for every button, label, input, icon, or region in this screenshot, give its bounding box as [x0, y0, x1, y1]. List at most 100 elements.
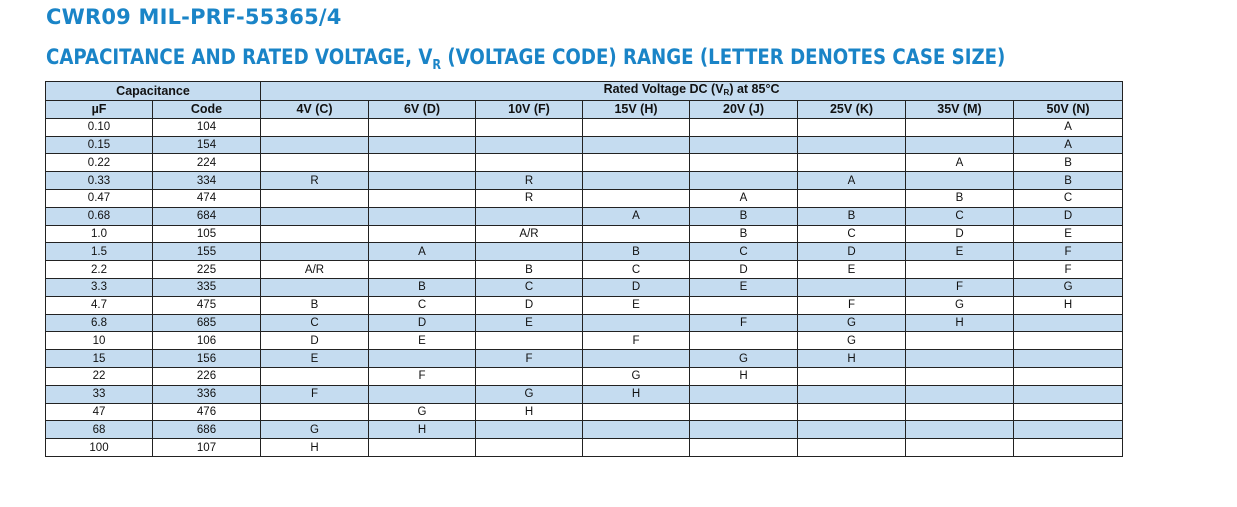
- cell-case-size: [582, 224, 690, 244]
- rated-voltage-part-2: ) at 85°C: [729, 82, 780, 97]
- cell-capacitance-code: 104: [152, 117, 261, 137]
- cell-case-size: B: [368, 277, 476, 297]
- cell-case-size: H: [475, 402, 583, 422]
- cell-case-size: [905, 420, 1014, 440]
- cell-capacitance-uf: 0.22: [45, 153, 153, 173]
- cell-case-size: [689, 171, 798, 190]
- cell-case-size: F: [260, 384, 369, 404]
- cell-case-size: [797, 384, 906, 404]
- cell-case-size: [689, 402, 798, 422]
- cell-case-size: F: [368, 366, 476, 386]
- cell-case-size: H: [582, 384, 690, 404]
- document-title: CWR09 MIL-PRF-55365/4: [46, 5, 342, 29]
- cell-capacitance-uf: 0.15: [45, 135, 153, 155]
- cell-capacitance-uf: 33: [45, 384, 153, 404]
- cell-capacitance-uf: 47: [45, 402, 153, 422]
- cell-capacitance-code: 224: [152, 153, 261, 173]
- cell-case-size: A: [1012, 117, 1124, 137]
- cell-capacitance-uf: 68: [45, 420, 153, 440]
- cell-case-size: [368, 206, 476, 226]
- cell-case-size: [368, 117, 476, 137]
- cell-case-size: [905, 117, 1014, 137]
- table-row: 68 686 G H: [45, 420, 1124, 440]
- cell-case-size: E: [797, 260, 906, 279]
- cell-case-size: A: [1012, 135, 1124, 155]
- table-row: 0.33 334 R R A B: [45, 171, 1124, 190]
- cell-case-size: [905, 384, 1014, 404]
- table-row: 0.10 104 A: [45, 117, 1124, 137]
- cell-capacitance-code: 474: [152, 188, 261, 208]
- table-row: 1.0 105 A/R B C D E: [45, 224, 1124, 244]
- caption-part-1: CAPACITANCE AND RATED VOLTAGE, V: [46, 45, 433, 69]
- cell-case-size: [905, 366, 1014, 386]
- cell-case-size: [368, 171, 476, 190]
- cell-case-size: R: [475, 188, 583, 208]
- cell-capacitance-code: 155: [152, 242, 261, 262]
- cell-case-size: H: [797, 349, 906, 368]
- cell-case-size: [582, 135, 690, 155]
- cell-case-size: A/R: [260, 260, 369, 279]
- cell-case-size: [582, 438, 690, 457]
- cell-case-size: H: [1012, 295, 1124, 315]
- cell-case-size: E: [905, 242, 1014, 262]
- cell-case-size: B: [905, 188, 1014, 208]
- table-body: 0.10 104 A 0.15 154 A 0.22 224 A B 0.33 334 R R A B 0.47…: [45, 117, 1124, 457]
- cell-case-size: [1012, 384, 1124, 404]
- header-voltage: 4V (C): [260, 100, 369, 119]
- table-row: 33 336 F G H: [45, 384, 1124, 404]
- cell-case-size: [260, 224, 369, 244]
- cell-capacitance-uf: 0.33: [45, 171, 153, 190]
- cell-case-size: [475, 366, 583, 386]
- cell-case-size: [368, 188, 476, 208]
- cell-case-size: [797, 277, 906, 297]
- cell-capacitance-uf: 1.0: [45, 224, 153, 244]
- cell-case-size: D: [905, 224, 1014, 244]
- cell-case-size: [689, 295, 798, 315]
- cell-case-size: G: [905, 295, 1014, 315]
- cell-case-size: D: [368, 313, 476, 333]
- cell-capacitance-uf: 3.3: [45, 277, 153, 297]
- cell-case-size: [1012, 313, 1124, 333]
- cell-case-size: [475, 153, 583, 173]
- cell-capacitance-uf: 2.2: [45, 260, 153, 279]
- cell-case-size: [797, 153, 906, 173]
- cell-case-size: E: [1012, 224, 1124, 244]
- cell-case-size: [260, 117, 369, 137]
- cell-case-size: G: [368, 402, 476, 422]
- cell-case-size: D: [582, 277, 690, 297]
- cell-capacitance-uf: 15: [45, 349, 153, 368]
- header-column-row: µF Code 4V (C) 6V (D) 10V (F) 15V (H) 20…: [45, 100, 1124, 119]
- table-row: 15 156 E F G H: [45, 349, 1124, 368]
- cell-case-size: [260, 135, 369, 155]
- cell-case-size: F: [905, 277, 1014, 297]
- cell-case-size: F: [582, 331, 690, 351]
- cell-case-size: [797, 135, 906, 155]
- cell-case-size: [475, 420, 583, 440]
- cell-case-size: E: [260, 349, 369, 368]
- cell-capacitance-code: 107: [152, 438, 261, 457]
- cell-case-size: A: [582, 206, 690, 226]
- table-row: 22 226 F G H: [45, 366, 1124, 386]
- cell-case-size: H: [260, 438, 369, 457]
- header-uf: µF: [45, 100, 153, 119]
- cell-case-size: [689, 153, 798, 173]
- cell-capacitance-uf: 1.5: [45, 242, 153, 262]
- cell-case-size: [260, 402, 369, 422]
- table-row: 47 476 G H: [45, 402, 1124, 422]
- cell-case-size: [582, 313, 690, 333]
- table-row: 100 107 H: [45, 438, 1124, 457]
- table-row: 2.2 225 A/R B C D E F: [45, 260, 1124, 279]
- cell-case-size: [797, 366, 906, 386]
- cell-case-size: B: [1012, 153, 1124, 173]
- cell-capacitance-uf: 22: [45, 366, 153, 386]
- cell-case-size: A/R: [475, 224, 583, 244]
- cell-case-size: G: [797, 331, 906, 351]
- cell-case-size: [368, 135, 476, 155]
- cell-capacitance-code: 336: [152, 384, 261, 404]
- cell-capacitance-code: 476: [152, 402, 261, 422]
- cell-case-size: [582, 171, 690, 190]
- cell-case-size: [1012, 331, 1124, 351]
- cell-case-size: B: [797, 206, 906, 226]
- cell-case-size: G: [1012, 277, 1124, 297]
- cell-capacitance-code: 106: [152, 331, 261, 351]
